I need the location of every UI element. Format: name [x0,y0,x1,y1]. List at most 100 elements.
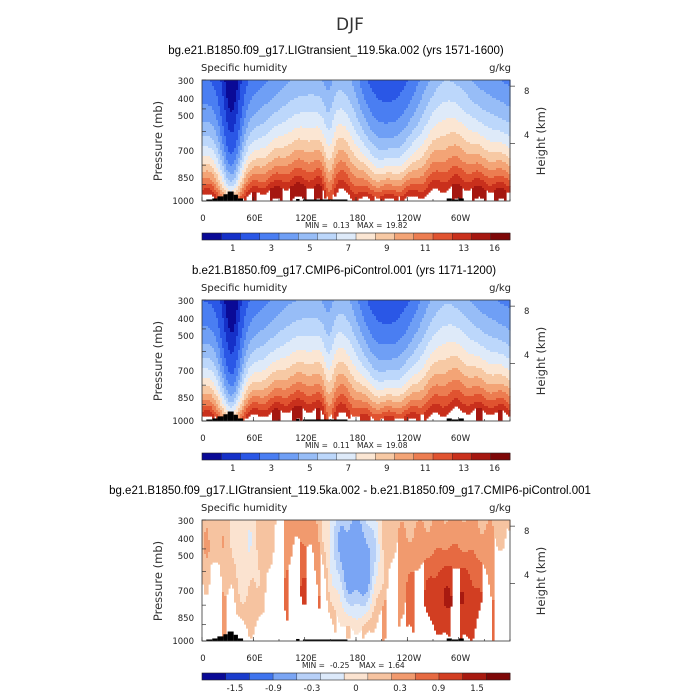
contour-cell [430,164,433,175]
contour-cell [402,164,405,173]
contour-cell [442,120,445,137]
y-tick-label: 1000 [172,417,194,427]
surface-block [233,414,238,421]
contour-cell [392,416,395,421]
contour-cell [470,366,473,379]
contour-cell [298,182,301,197]
contour-cell [374,520,377,539]
contour-cell [336,154,339,165]
contour-cell [470,100,473,117]
contour-cell [440,172,443,183]
contour-cell [476,162,479,171]
contour-cell [466,182,469,191]
contour-cell [246,168,249,175]
surface-block [296,198,300,201]
contour-cell [342,334,345,349]
contour-cell [208,344,211,359]
contour-cell [334,520,337,527]
contour-cell [276,94,279,113]
contour-cell [422,300,425,319]
contour-cell [502,80,505,83]
contour-cell [288,388,291,397]
contour-cell [262,188,265,195]
contour-cell [448,548,451,567]
contour-cell [230,132,233,155]
contour-cell [202,400,205,407]
contour-cell [372,576,375,595]
contour-cell [338,532,341,553]
surface-block [206,199,213,201]
contour-cell [248,300,251,303]
contour-cell [276,334,279,349]
surface-block [446,418,452,421]
contour-cell [246,350,249,363]
contour-cell [214,184,217,191]
contour-cell [404,162,407,171]
contour-cell [488,374,491,385]
contour-cell [360,618,363,631]
contour-cell [298,362,301,373]
contour-cell [222,396,225,405]
contour-cell [336,520,339,571]
contour-cell [300,96,303,113]
contour-cell [366,166,369,175]
contour-cell [250,100,253,119]
contour-cell [508,80,511,87]
contour-cell [388,178,391,185]
contour-cell [446,586,449,609]
contour-cell [408,396,411,403]
contour-cell [368,620,371,631]
contour-cell [448,100,451,119]
contour-cell [374,158,377,167]
contour-cell [316,318,319,337]
contour-cell [424,528,427,561]
contour-cell [258,126,261,139]
contour-cell [384,388,387,397]
contour-cell [508,388,511,397]
contour-cell [220,160,223,171]
contour-cell [358,326,361,345]
contour-cell [350,190,353,199]
contour-cell [482,90,485,111]
contour-cell [442,150,445,163]
contour-cell [508,396,511,405]
contour-cell [498,390,501,399]
contour-cell [400,378,403,389]
contour-cell [382,408,385,413]
contour-cell [362,616,365,627]
contour-cell [400,414,403,419]
contour-cell [254,300,257,317]
contour-cell [254,150,257,161]
contour-cell [362,130,365,143]
contour-cell [206,104,209,123]
contour-cell [248,412,251,417]
contour-cell [490,318,493,337]
contour-cell [236,186,239,191]
contour-cell [212,80,215,87]
contour-cell [400,146,403,157]
contour-cell [342,162,345,171]
contour-cell [426,520,429,533]
contour-cell [266,82,269,105]
contour-cell [476,104,479,121]
contour-cell [328,592,331,613]
contour-cell [432,520,435,555]
contour-cell [410,300,413,323]
contour-cell [274,350,277,363]
contour-cell [360,524,363,595]
contour-cell [314,186,317,201]
contour-cell [256,348,259,363]
contour-cell [336,376,339,389]
contour-cell [268,366,271,377]
contour-cell [492,152,495,163]
contour-cell [288,368,291,379]
contour-cell [246,596,249,629]
contour-cell [404,152,407,163]
contour-cell [412,96,415,117]
contour-cell [350,384,353,397]
contour-cell [224,304,227,333]
contour-cell [508,358,511,371]
contour-cell [478,378,481,387]
contour-cell [262,148,265,159]
y-tick-label: 400 [178,535,194,545]
